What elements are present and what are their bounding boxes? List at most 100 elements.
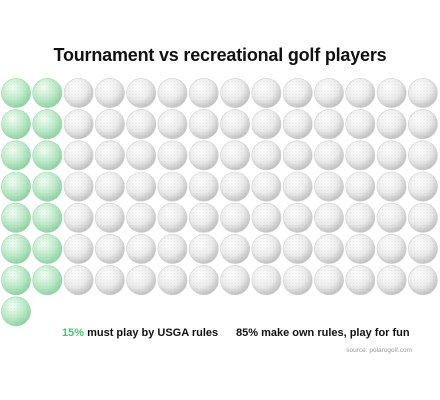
golf-ball-icon-recreational	[314, 265, 344, 296]
golf-ball-icon-recreational	[282, 140, 313, 171]
golf-ball-icon-recreational	[95, 234, 125, 264]
legend-tournament-label: must play by USGA rules	[84, 327, 219, 339]
golf-ball-icon-recreational	[126, 171, 157, 202]
golf-ball-icon-recreational	[345, 265, 376, 296]
golf-ball-icon-recreational	[251, 265, 282, 296]
golf-ball-icon-recreational	[282, 109, 313, 140]
golf-ball-icon-tournament	[32, 78, 63, 108]
golf-ball-icon-recreational	[314, 202, 344, 233]
golf-ball-icon-recreational	[95, 140, 125, 171]
golf-ball-icon-recreational	[251, 234, 282, 264]
golf-ball-icon-recreational	[251, 78, 282, 108]
golf-ball-icon-recreational	[407, 109, 438, 140]
golf-ball-icon-recreational	[126, 265, 157, 296]
golf-ball-icon-recreational	[282, 171, 313, 202]
golf-ball-icon-recreational	[63, 234, 94, 264]
golf-ball-icon-recreational	[157, 109, 188, 140]
golf-ball-icon-recreational	[314, 140, 344, 171]
golf-ball-icon-recreational	[188, 234, 219, 264]
golf-ball-icon-recreational	[95, 78, 125, 108]
golf-ball-icon-recreational	[282, 234, 313, 264]
golf-ball-icon-recreational	[376, 171, 407, 202]
golf-ball-icon-recreational	[188, 265, 219, 296]
golf-ball-icon-recreational	[345, 202, 376, 233]
source-note: source: polarogolf.com	[346, 347, 412, 354]
golf-ball-icon-recreational	[220, 265, 251, 296]
golf-ball-icon-recreational	[220, 78, 251, 108]
legend-tournament: 15% must play by USGA rules	[62, 327, 218, 339]
golf-ball-icon-recreational	[251, 171, 282, 202]
golf-ball-icon-recreational	[157, 171, 188, 202]
golf-ball-icon-tournament	[1, 78, 31, 108]
golf-ball-icon-recreational	[220, 109, 251, 140]
golf-ball-icon-recreational	[188, 202, 219, 233]
golf-ball-icon-tournament	[1, 265, 31, 296]
golf-ball-icon-recreational	[376, 109, 407, 140]
golf-ball-icon-recreational	[126, 202, 157, 233]
golf-ball-icon-recreational	[345, 234, 376, 264]
golf-ball-icon-recreational	[220, 140, 251, 171]
golf-ball-icon-recreational	[376, 140, 407, 171]
golf-ball-icon-recreational	[63, 109, 94, 140]
golf-ball-icon-tournament	[32, 234, 63, 264]
golf-ball-icon-recreational	[188, 140, 219, 171]
golf-ball-icon-recreational	[63, 78, 94, 108]
golf-ball-icon-recreational	[282, 202, 313, 233]
golf-ball-icon-recreational	[314, 109, 344, 140]
golf-ball-icon-recreational	[157, 78, 188, 108]
golf-ball-icon-recreational	[251, 109, 282, 140]
golf-ball-icon-recreational	[220, 234, 251, 264]
golf-ball-icon-tournament	[1, 234, 31, 264]
golf-ball-icon-recreational	[407, 140, 438, 171]
golf-ball-icon-recreational	[157, 202, 188, 233]
golf-ball-icon-recreational	[63, 265, 94, 296]
golf-ball-icon-recreational	[188, 109, 219, 140]
golf-ball-icon-tournament	[1, 296, 31, 327]
golf-ball-icon-recreational	[188, 171, 219, 202]
golf-ball-icon-recreational	[63, 171, 94, 202]
golf-ball-icon-recreational	[157, 234, 188, 264]
golf-ball-icon-recreational	[63, 202, 94, 233]
golf-ball-icon-recreational	[314, 78, 344, 108]
golf-ball-icon-recreational	[251, 140, 282, 171]
golf-ball-icon-recreational	[220, 202, 251, 233]
golf-ball-icon-recreational	[407, 234, 438, 264]
golf-ball-icon-recreational	[95, 265, 125, 296]
golf-ball-icon-recreational	[376, 78, 407, 108]
golf-ball-icon-recreational	[407, 78, 438, 108]
golf-ball-icon-recreational	[126, 78, 157, 108]
golf-ball-icon-recreational	[282, 78, 313, 108]
golf-ball-icon-tournament	[1, 109, 31, 140]
golf-ball-icon-recreational	[407, 265, 438, 296]
legend-tournament-percent: 15%	[62, 327, 85, 339]
golf-ball-icon-recreational	[314, 234, 344, 264]
golf-ball-icon-recreational	[345, 78, 376, 108]
golf-ball-icon-recreational	[376, 234, 407, 264]
golf-ball-icon-recreational	[95, 202, 125, 233]
golf-ball-icon-tournament	[1, 171, 31, 202]
golf-ball-icon-recreational	[220, 171, 251, 202]
legend-recreational: 85% make own rules, play for fun	[236, 327, 410, 339]
golf-ball-icon-recreational	[126, 140, 157, 171]
golf-ball-icon-recreational	[157, 265, 188, 296]
golf-ball-icon-tournament	[32, 202, 63, 233]
golf-ball-icon-tournament	[1, 140, 31, 171]
golf-ball-icon-tournament	[32, 265, 63, 296]
golf-ball-icon-recreational	[251, 202, 282, 233]
golf-ball-icon-recreational	[407, 171, 438, 202]
golf-ball-icon-recreational	[376, 202, 407, 233]
golf-ball-icon-recreational	[345, 171, 376, 202]
golf-ball-icon-recreational	[188, 78, 219, 108]
golf-ball-icon-recreational	[345, 140, 376, 171]
golf-ball-icon-tournament	[32, 171, 63, 202]
golf-ball-icon-recreational	[345, 109, 376, 140]
golf-ball-icon-recreational	[282, 265, 313, 296]
golf-ball-icon-recreational	[157, 140, 188, 171]
golf-ball-icon-recreational	[314, 171, 344, 202]
golf-ball-icon-tournament	[32, 109, 63, 140]
golf-ball-icon-recreational	[126, 109, 157, 140]
golf-ball-icon-recreational	[407, 202, 438, 233]
golf-ball-icon-recreational	[95, 171, 125, 202]
golf-ball-icon-tournament	[1, 202, 31, 233]
